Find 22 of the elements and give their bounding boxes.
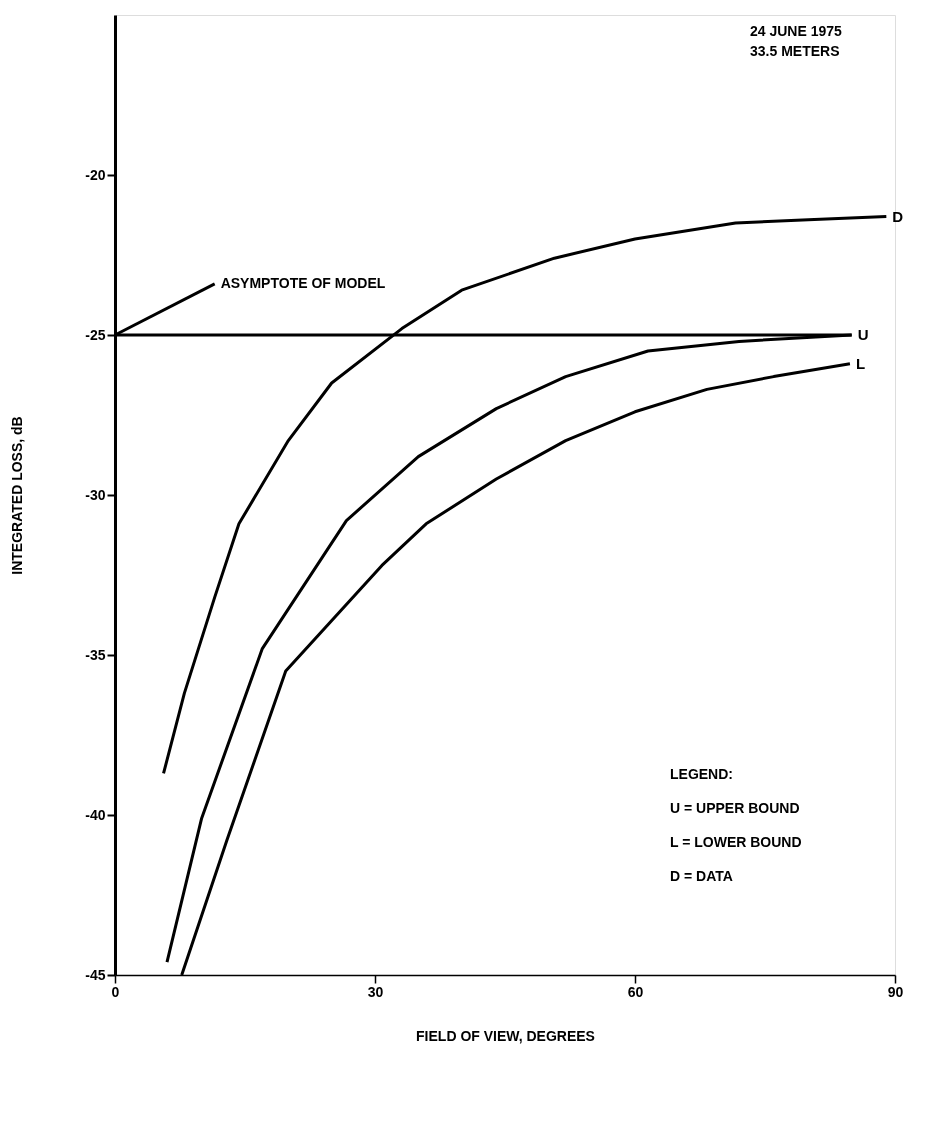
- annotation: 24 JUNE 1975: [750, 23, 843, 39]
- x-tick-label: 30: [367, 983, 384, 1000]
- annotation: U = UPPER BOUND: [670, 800, 800, 816]
- x-axis-title: FIELD OF VIEW, DEGREES: [416, 1027, 595, 1044]
- y-tick-label: -30: [85, 486, 106, 503]
- y-tick-label: -35: [85, 646, 106, 663]
- annotation: D = DATA: [670, 868, 733, 884]
- series-label: D: [892, 207, 904, 225]
- annotation: L = LOWER BOUND: [670, 834, 802, 850]
- annotation: LEGEND:: [670, 766, 733, 782]
- y-tick-label: -25: [85, 326, 106, 343]
- y-axis-title: INTEGRATED LOSS, dB: [9, 416, 26, 575]
- y-tick-label: -45: [85, 966, 106, 983]
- annotation: 33.5 METERS: [750, 43, 840, 59]
- y-tick-label: -40: [85, 806, 106, 823]
- series-label: U: [857, 326, 869, 343]
- y-tick-label: -20: [85, 166, 106, 183]
- x-tick-label: 90: [887, 983, 904, 1000]
- annotation: ASYMPTOTE OF MODEL: [220, 274, 386, 291]
- series-label: L: [855, 354, 866, 372]
- x-tick-label: 60: [627, 983, 644, 1000]
- x-tick-label: 0: [111, 983, 120, 1000]
